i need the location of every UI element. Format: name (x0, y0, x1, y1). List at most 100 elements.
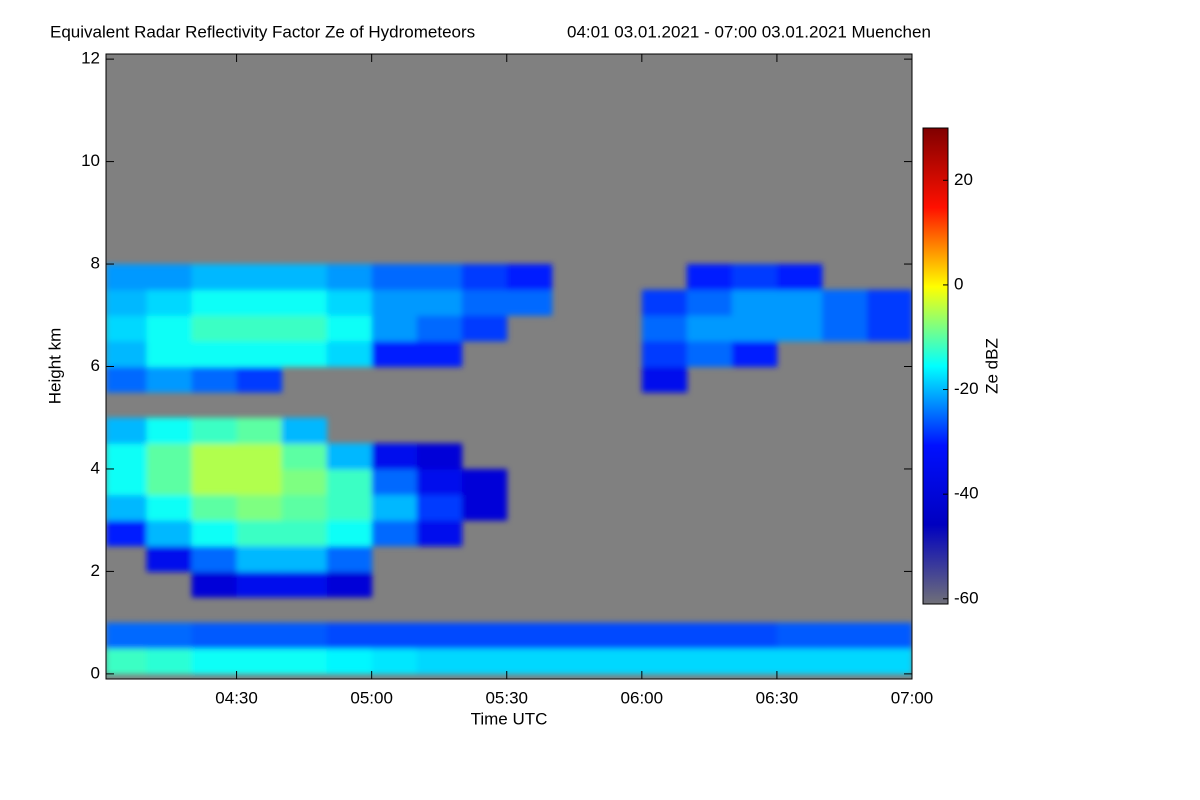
x-tick-label: 04:30 (215, 688, 258, 707)
heatmap-cell (326, 340, 373, 367)
heatmap-cell (641, 289, 688, 316)
heatmap-cell (641, 315, 688, 342)
chart-subtitle: 04:01 03.01.2021 - 07:00 03.01.2021 Muen… (567, 22, 931, 41)
heatmap-cell (326, 520, 373, 547)
heatmap-cell (236, 366, 283, 393)
heatmap-cell (326, 443, 373, 470)
heatmap-cell (416, 622, 463, 649)
x-tick-label: 05:00 (350, 688, 393, 707)
heatmap-cell (326, 648, 373, 675)
heatmap-cell (281, 443, 328, 470)
heatmap-cell (776, 264, 823, 291)
heatmap-cell (106, 443, 148, 470)
heatmap-cell (236, 571, 283, 598)
heatmap-cell (326, 571, 373, 598)
heatmap-cell (106, 520, 148, 547)
heatmap (106, 264, 912, 675)
heatmap-cell (236, 622, 283, 649)
heatmap-cell (106, 366, 148, 393)
x-tick-label: 07:00 (891, 688, 934, 707)
x-tick-label: 06:00 (621, 688, 664, 707)
heatmap-cell (371, 340, 418, 367)
heatmap-cell (416, 648, 463, 675)
heatmap-cell (371, 494, 418, 521)
heatmap-cell (596, 622, 643, 649)
y-tick-label: 0 (91, 663, 100, 682)
heatmap-cell (146, 468, 193, 496)
heatmap-cell (821, 289, 868, 316)
heatmap-cell (146, 622, 193, 649)
heatmap-cell (506, 264, 553, 291)
heatmap-cell (416, 468, 463, 496)
heatmap-cell (416, 315, 463, 342)
heatmap-cell (866, 289, 912, 316)
heatmap-cell (686, 264, 733, 291)
heatmap-cell (686, 289, 733, 316)
heatmap-cell (236, 264, 283, 291)
heatmap-cell (191, 366, 238, 393)
y-tick-label: 4 (91, 458, 100, 477)
heatmap-cell (146, 340, 193, 367)
heatmap-cell (281, 315, 328, 342)
heatmap-cell (236, 315, 283, 342)
heatmap-cell (776, 648, 823, 675)
colorbar-label: Ze dBZ (982, 338, 1001, 394)
heatmap-cell (281, 545, 328, 572)
heatmap-cell (371, 468, 418, 496)
heatmap-cell (191, 494, 238, 521)
colorbar-tick-label: -40 (954, 484, 979, 503)
x-tick-label: 05:30 (485, 688, 528, 707)
heatmap-cell (191, 545, 238, 572)
heatmap-cell (106, 417, 148, 444)
heatmap-cell (106, 648, 148, 675)
heatmap-cell (371, 289, 418, 316)
y-tick-label: 12 (81, 49, 100, 68)
heatmap-cell (106, 494, 148, 521)
heatmap-cell (731, 648, 778, 675)
heatmap-cell (236, 494, 283, 521)
heatmap-cell (641, 622, 688, 649)
heatmap-cell (776, 622, 823, 649)
heatmap-cell (236, 417, 283, 444)
heatmap-cell (281, 417, 328, 444)
heatmap-cell (551, 648, 598, 675)
y-axis-label: Height km (45, 328, 64, 405)
y-tick-label: 8 (91, 254, 100, 273)
heatmap-cell (371, 648, 418, 675)
heatmap-cell (776, 289, 823, 316)
heatmap-cell (146, 494, 193, 521)
heatmap-cell (236, 520, 283, 547)
heatmap-cell (146, 289, 193, 316)
heatmap-cell (146, 443, 193, 470)
heatmap-cell (281, 648, 328, 675)
heatmap-cell (506, 289, 553, 316)
heatmap-cell (191, 289, 238, 316)
heatmap-cell (326, 545, 373, 572)
heatmap-cell (281, 622, 328, 649)
x-tick-label: 06:30 (756, 688, 799, 707)
heatmap-cell (281, 468, 328, 496)
heatmap-cell (821, 648, 868, 675)
heatmap-cell (106, 622, 148, 649)
heatmap-cell (236, 648, 283, 675)
heatmap-cell (416, 520, 463, 547)
chart-title: Equivalent Radar Reflectivity Factor Ze … (50, 22, 475, 41)
heatmap-cell (866, 648, 912, 675)
colorbar-tick-label: 20 (954, 170, 973, 189)
heatmap-cell (191, 468, 238, 496)
heatmap-cell (106, 468, 148, 496)
heatmap-cell (326, 494, 373, 521)
heatmap-cell (236, 468, 283, 496)
heatmap-cell (191, 520, 238, 547)
heatmap-cell (106, 340, 148, 367)
heatmap-cell (146, 417, 193, 444)
heatmap-cell (461, 648, 508, 675)
heatmap-cell (106, 264, 148, 291)
heatmap-cell (506, 648, 553, 675)
heatmap-cell (461, 315, 508, 342)
heatmap-cell (106, 315, 148, 342)
heatmap-cell (236, 443, 283, 470)
heatmap-cell (326, 289, 373, 316)
heatmap-cell (686, 340, 733, 367)
heatmap-cell (686, 315, 733, 342)
